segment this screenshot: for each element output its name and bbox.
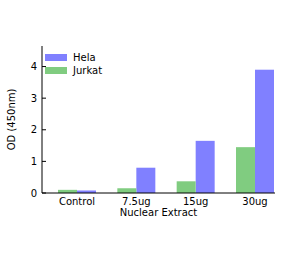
legend-swatch [45,67,67,74]
bar [117,188,136,193]
y-tick [42,98,46,99]
x-axis [42,193,275,194]
bar [255,70,274,193]
x-axis-label: Nuclear Extract [120,207,198,218]
y-tick [42,66,46,67]
bar [196,141,215,193]
legend-label: Hela [73,52,96,63]
bars [58,70,274,193]
y-tick-label: 1 [31,156,37,167]
bar [236,147,255,193]
y-tick-label: 3 [31,93,37,104]
y-tick-label: 0 [31,188,37,199]
y-tick [42,193,46,194]
y-tick-label: 4 [31,61,37,72]
legend-label: Jurkat [72,65,102,76]
y-axis [42,46,43,193]
bar [136,168,155,193]
y-tick-label: 2 [31,124,37,135]
y-tick [42,129,46,130]
x-tick-label: 30ug [242,196,267,207]
chart: 0 1 2 3 4 Control 7.5ug 15ug 30ug Nuclear Extract… [0,0,283,264]
y-tick [42,161,46,162]
x-tick-label: Control [59,196,95,207]
legend-swatch [45,54,67,61]
y-axis-label: OD (450nm) [6,89,17,151]
x-tick-label: 7.5ug [122,196,151,207]
bar [177,181,196,193]
x-tick-label: 15ug [183,196,208,207]
